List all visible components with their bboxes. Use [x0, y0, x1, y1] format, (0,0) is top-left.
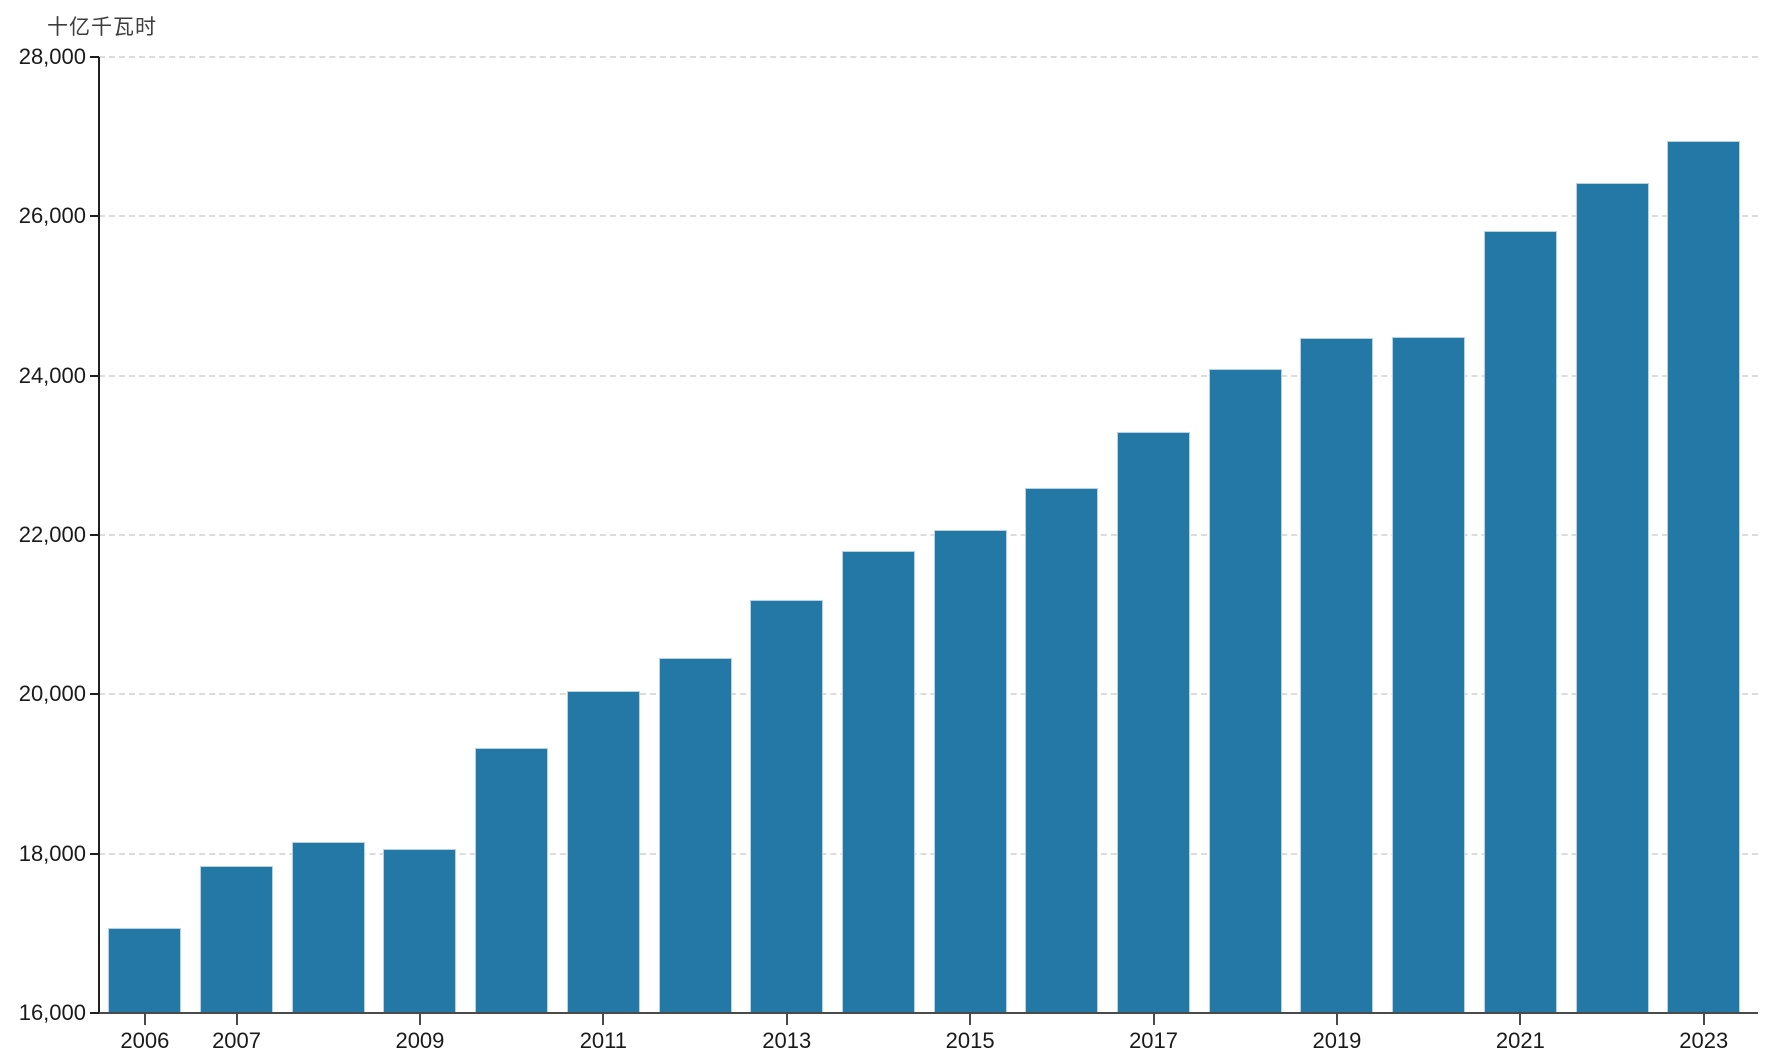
y-tick-mark: [90, 374, 99, 377]
x-tick-mark: [1702, 1014, 1705, 1025]
x-tick-mark: [1152, 1014, 1155, 1025]
gridline-24000: [99, 374, 1758, 377]
y-tick-label: 26,000: [18, 203, 86, 229]
x-tick-mark: [785, 1014, 788, 1025]
x-tick-label-2019: 2019: [1312, 1028, 1362, 1053]
bar-2022[interactable]: [1575, 182, 1649, 1012]
x-tick-label-2006: 2006: [120, 1028, 170, 1053]
bar-2012[interactable]: [658, 657, 732, 1012]
x-tick-label-2015: 2015: [945, 1028, 995, 1053]
x-tick-mark: [1519, 1014, 1522, 1025]
bar-2008[interactable]: [291, 841, 365, 1012]
bar-2015[interactable]: [933, 530, 1007, 1012]
y-tick-label: 20,000: [18, 681, 86, 707]
gridline-26000: [99, 215, 1758, 218]
y-tick-mark: [90, 1012, 99, 1014]
bar-2011[interactable]: [566, 691, 640, 1012]
y-tick-label: 22,000: [18, 522, 86, 547]
y-axis-line: [98, 57, 100, 1013]
bar-2010[interactable]: [475, 747, 549, 1012]
x-tick-mark: [143, 1014, 146, 1025]
bar-2009[interactable]: [383, 848, 457, 1012]
y-tick-label: 18,000: [18, 840, 86, 866]
y-tick-mark: [90, 534, 99, 536]
bar-2007[interactable]: [200, 865, 274, 1012]
x-tick-mark: [235, 1014, 238, 1025]
y-tick-mark: [90, 56, 99, 58]
x-tick-label-2011: 2011: [579, 1028, 627, 1053]
y-tick-label: 24,000: [18, 362, 86, 388]
bar-2016[interactable]: [1025, 487, 1099, 1012]
gridline-22000: [99, 534, 1758, 536]
y-tick-mark: [90, 852, 99, 855]
y-tick-label: 16,000: [18, 1000, 86, 1025]
bar-2017[interactable]: [1117, 432, 1191, 1012]
x-tick-mark: [602, 1014, 605, 1025]
y-axis-unit-label: 十亿千瓦时: [47, 16, 157, 39]
bar-2013[interactable]: [750, 599, 824, 1012]
y-tick-mark: [90, 693, 99, 696]
bar-2021[interactable]: [1483, 231, 1557, 1012]
x-tick-mark: [1335, 1014, 1338, 1025]
x-tick-mark: [418, 1014, 421, 1025]
y-tick-label: 28,000: [18, 44, 86, 69]
x-tick-mark: [969, 1014, 972, 1025]
x-tick-label-2017: 2017: [1129, 1028, 1179, 1053]
bar-2019[interactable]: [1300, 338, 1374, 1012]
x-tick-label-2013: 2013: [762, 1028, 812, 1053]
y-tick-mark: [90, 215, 99, 218]
bar-2006[interactable]: [108, 927, 182, 1012]
bar-2014[interactable]: [841, 550, 915, 1012]
x-tick-label-2009: 2009: [395, 1028, 445, 1053]
gridline-28000: [99, 56, 1758, 58]
x-tick-label-2007: 2007: [212, 1028, 262, 1053]
bar-2020[interactable]: [1392, 336, 1466, 1012]
x-tick-label-2023: 2023: [1679, 1028, 1729, 1053]
x-axis-line: [99, 1012, 1758, 1014]
bar-2018[interactable]: [1208, 369, 1282, 1012]
gridline-18000: [99, 852, 1758, 855]
gridline-20000: [99, 693, 1758, 696]
x-tick-label-2021: 2021: [1495, 1028, 1545, 1053]
bar-2023[interactable]: [1667, 141, 1741, 1012]
